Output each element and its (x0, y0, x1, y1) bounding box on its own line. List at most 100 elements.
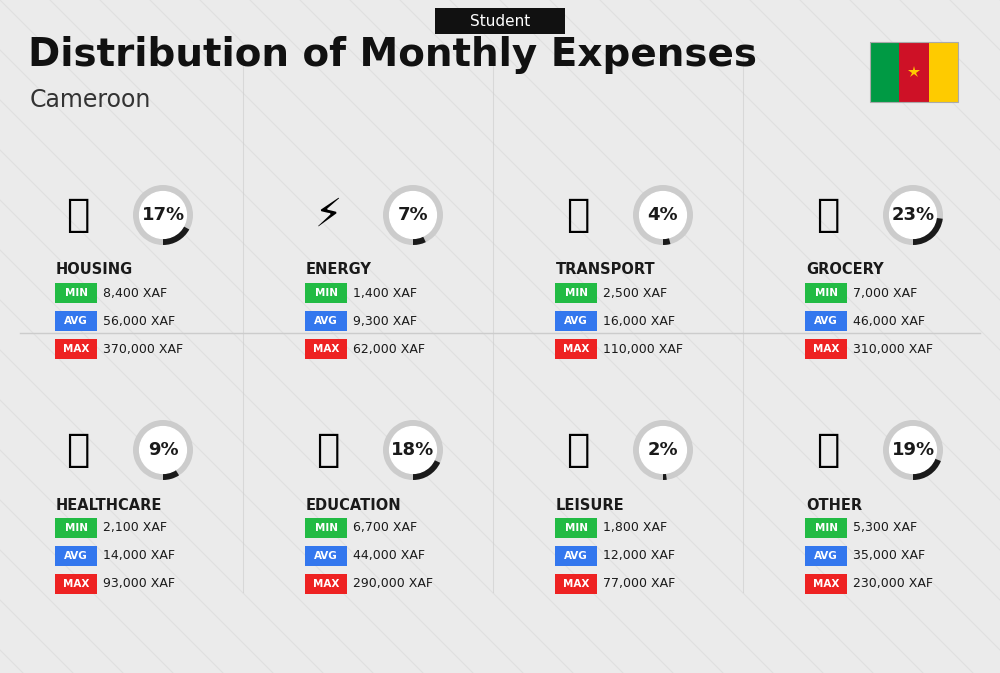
Wedge shape (883, 420, 943, 480)
FancyBboxPatch shape (55, 546, 97, 566)
Text: 1,400 XAF: 1,400 XAF (353, 287, 417, 299)
Wedge shape (133, 420, 193, 480)
Text: 93,000 XAF: 93,000 XAF (103, 577, 175, 590)
Wedge shape (413, 460, 440, 480)
FancyBboxPatch shape (435, 8, 565, 34)
Text: 8,400 XAF: 8,400 XAF (103, 287, 167, 299)
FancyBboxPatch shape (55, 311, 97, 331)
FancyBboxPatch shape (870, 42, 899, 102)
Text: MAX: MAX (563, 344, 589, 354)
Text: 4%: 4% (648, 206, 678, 224)
Text: AVG: AVG (814, 551, 838, 561)
Text: 110,000 XAF: 110,000 XAF (603, 343, 683, 355)
FancyBboxPatch shape (305, 311, 347, 331)
Text: AVG: AVG (564, 316, 588, 326)
FancyBboxPatch shape (305, 518, 347, 538)
Text: MIN: MIN (64, 288, 88, 298)
Text: 🛒: 🛒 (816, 196, 840, 234)
Text: LEISURE: LEISURE (556, 497, 625, 513)
FancyBboxPatch shape (55, 574, 97, 594)
Wedge shape (163, 226, 189, 245)
Wedge shape (663, 238, 670, 245)
Text: ENERGY: ENERGY (306, 262, 372, 277)
Circle shape (390, 192, 436, 238)
Text: GROCERY: GROCERY (806, 262, 884, 277)
Text: 6,700 XAF: 6,700 XAF (353, 522, 417, 534)
Text: MIN: MIN (564, 523, 588, 533)
Text: MAX: MAX (813, 579, 839, 589)
Text: Distribution of Monthly Expenses: Distribution of Monthly Expenses (28, 36, 757, 74)
FancyBboxPatch shape (899, 42, 929, 102)
FancyBboxPatch shape (805, 339, 847, 359)
Text: 12,000 XAF: 12,000 XAF (603, 549, 675, 563)
Wedge shape (133, 185, 193, 245)
Text: 2,500 XAF: 2,500 XAF (603, 287, 667, 299)
Text: MAX: MAX (563, 579, 589, 589)
FancyBboxPatch shape (55, 339, 97, 359)
Text: MAX: MAX (313, 344, 339, 354)
Circle shape (640, 192, 686, 238)
Text: AVG: AVG (314, 316, 338, 326)
Text: MIN: MIN (814, 523, 838, 533)
FancyBboxPatch shape (555, 339, 597, 359)
Text: MIN: MIN (314, 523, 338, 533)
Text: 44,000 XAF: 44,000 XAF (353, 549, 425, 563)
Text: 5,300 XAF: 5,300 XAF (853, 522, 917, 534)
Text: 62,000 XAF: 62,000 XAF (353, 343, 425, 355)
Wedge shape (383, 185, 443, 245)
Circle shape (640, 427, 686, 473)
Text: 46,000 XAF: 46,000 XAF (853, 314, 925, 328)
Text: 7,000 XAF: 7,000 XAF (853, 287, 917, 299)
Wedge shape (663, 473, 667, 480)
Text: OTHER: OTHER (806, 497, 862, 513)
Text: HEALTHCARE: HEALTHCARE (56, 497, 162, 513)
Circle shape (890, 192, 936, 238)
Circle shape (390, 427, 436, 473)
Text: HOUSING: HOUSING (56, 262, 133, 277)
Text: 🛍: 🛍 (566, 431, 590, 469)
FancyBboxPatch shape (555, 546, 597, 566)
Text: 35,000 XAF: 35,000 XAF (853, 549, 925, 563)
Text: MAX: MAX (63, 344, 89, 354)
Text: 🚌: 🚌 (566, 196, 590, 234)
Text: AVG: AVG (564, 551, 588, 561)
Text: AVG: AVG (64, 551, 88, 561)
Text: MAX: MAX (313, 579, 339, 589)
Circle shape (140, 427, 186, 473)
FancyBboxPatch shape (555, 283, 597, 303)
Text: MIN: MIN (564, 288, 588, 298)
Text: MIN: MIN (314, 288, 338, 298)
Text: EDUCATION: EDUCATION (306, 497, 402, 513)
Wedge shape (633, 185, 693, 245)
Text: MAX: MAX (63, 579, 89, 589)
Text: MIN: MIN (64, 523, 88, 533)
FancyBboxPatch shape (55, 518, 97, 538)
FancyBboxPatch shape (805, 574, 847, 594)
FancyBboxPatch shape (805, 283, 847, 303)
Text: 19%: 19% (891, 441, 935, 459)
Text: 18%: 18% (391, 441, 435, 459)
FancyBboxPatch shape (805, 546, 847, 566)
Text: AVG: AVG (64, 316, 88, 326)
Text: 310,000 XAF: 310,000 XAF (853, 343, 933, 355)
FancyBboxPatch shape (929, 42, 958, 102)
FancyBboxPatch shape (55, 283, 97, 303)
Text: 16,000 XAF: 16,000 XAF (603, 314, 675, 328)
Text: 56,000 XAF: 56,000 XAF (103, 314, 175, 328)
Text: 77,000 XAF: 77,000 XAF (603, 577, 675, 590)
Text: 9%: 9% (148, 441, 178, 459)
Circle shape (140, 192, 186, 238)
Text: 💰: 💰 (816, 431, 840, 469)
FancyBboxPatch shape (305, 283, 347, 303)
Wedge shape (883, 185, 943, 245)
Text: AVG: AVG (814, 316, 838, 326)
Text: AVG: AVG (314, 551, 338, 561)
Text: 1,800 XAF: 1,800 XAF (603, 522, 667, 534)
Wedge shape (163, 470, 179, 480)
Text: 230,000 XAF: 230,000 XAF (853, 577, 933, 590)
Text: 2%: 2% (648, 441, 678, 459)
FancyBboxPatch shape (305, 574, 347, 594)
Text: 23%: 23% (891, 206, 935, 224)
Text: Student: Student (470, 13, 530, 28)
FancyBboxPatch shape (805, 518, 847, 538)
